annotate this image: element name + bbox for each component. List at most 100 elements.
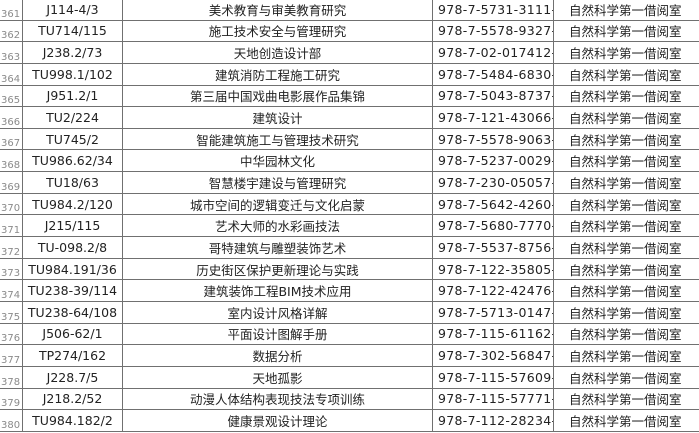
row-number[interactable]: 378 bbox=[0, 366, 22, 388]
cell-location[interactable]: 自然科学第一借阅室 bbox=[569, 67, 682, 83]
cell-call-number[interactable]: TP274/162 bbox=[22, 345, 123, 366]
cell-title[interactable]: 美术教育与审美教育研究 bbox=[123, 0, 433, 20]
cell-location[interactable]: 自然科学第一借阅室 bbox=[569, 262, 682, 278]
row-number[interactable]: 374 bbox=[0, 280, 22, 301]
cell-location[interactable]: 自然科学第一借阅室 bbox=[569, 219, 682, 235]
cell-call-number[interactable]: J506-62/1 bbox=[22, 323, 123, 345]
row-number[interactable]: 370 bbox=[0, 193, 22, 215]
row-number[interactable]: 373 bbox=[0, 258, 22, 280]
cell-call-number[interactable]: TU238-39/114 bbox=[22, 280, 123, 301]
cell-isbn[interactable]: 978-7-02-017412-6 bbox=[433, 42, 554, 63]
cell-isbn[interactable]: 978-7-230-05057-9 bbox=[433, 172, 554, 193]
cell-title[interactable]: 施工技术安全与管理研究 bbox=[123, 20, 433, 42]
cell-call-number[interactable]: J218.2/52 bbox=[22, 388, 123, 410]
cell-title[interactable]: 智慧楼宇建设与管理研究 bbox=[123, 172, 433, 193]
cell-title[interactable]: 中华园林文化 bbox=[123, 150, 433, 172]
cell-call-number[interactable]: TU984.2/120 bbox=[22, 193, 123, 215]
cell-call-number[interactable]: J215/115 bbox=[22, 215, 123, 237]
row-number[interactable]: 365 bbox=[0, 85, 22, 107]
cell-call-number[interactable]: J238.2/73 bbox=[22, 42, 123, 63]
cell-isbn[interactable]: 978-7-122-35805-9 bbox=[433, 258, 554, 280]
cell-isbn[interactable]: 978-7-5713-0147-7 bbox=[433, 301, 554, 323]
row-number[interactable]: 376 bbox=[0, 323, 22, 345]
cell-title[interactable]: 第三届中国戏曲电影展作品集锦 bbox=[123, 85, 433, 107]
cell-isbn[interactable]: 978-7-5578-9063-6 bbox=[433, 128, 554, 150]
cell-isbn[interactable]: 978-7-115-61162-8 bbox=[433, 323, 554, 345]
cell-isbn[interactable]: 978-7-5043-8737-0 bbox=[433, 85, 554, 107]
cell-call-number[interactable]: TU998.1/102 bbox=[22, 63, 123, 85]
cell-call-number[interactable]: TU745/2 bbox=[22, 128, 123, 150]
cell-call-number[interactable]: J951.2/1 bbox=[22, 85, 123, 107]
cell-title[interactable]: 平面设计图解手册 bbox=[123, 323, 433, 345]
cell-title[interactable]: 建筑消防工程施工研究 bbox=[123, 63, 433, 85]
cell-location[interactable]: 自然科学第一借阅室 bbox=[569, 132, 682, 148]
cell-call-number[interactable]: TU986.62/34 bbox=[22, 150, 123, 172]
cell-call-number[interactable]: TU18/63 bbox=[22, 172, 123, 193]
cell-location[interactable]: 自然科学第一借阅室 bbox=[569, 197, 682, 213]
row-number[interactable]: 362 bbox=[0, 20, 22, 42]
cell-location[interactable]: 自然科学第一借阅室 bbox=[569, 349, 682, 365]
cell-location[interactable]: 自然科学第一借阅室 bbox=[569, 2, 682, 18]
cell-title[interactable]: 建筑装饰工程BIM技术应用 bbox=[123, 280, 433, 301]
cell-isbn[interactable]: 978-7-302-56847-6 bbox=[433, 345, 554, 366]
row-number[interactable]: 379 bbox=[0, 388, 22, 410]
cell-title[interactable]: 艺术大师的水彩画技法 bbox=[123, 215, 433, 237]
row-number[interactable]: 366 bbox=[0, 107, 22, 128]
cell-location[interactable]: 自然科学第一借阅室 bbox=[569, 240, 682, 256]
cell-isbn[interactable]: 978-7-5680-7770-5 bbox=[433, 215, 554, 237]
cell-location[interactable]: 自然科学第一借阅室 bbox=[569, 175, 682, 191]
cell-call-number[interactable]: TU2/224 bbox=[22, 107, 123, 128]
cell-title[interactable]: 建筑设计 bbox=[123, 107, 433, 128]
cell-isbn[interactable]: 978-7-5578-9327-9 bbox=[433, 20, 554, 42]
cell-isbn[interactable]: 978-7-122-42476-1 bbox=[433, 280, 554, 301]
cell-call-number[interactable]: TU714/115 bbox=[22, 20, 123, 42]
cell-title[interactable]: 智能建筑施工与管理技术研究 bbox=[123, 128, 433, 150]
cell-location[interactable]: 自然科学第一借阅室 bbox=[569, 89, 682, 105]
cell-location[interactable]: 自然科学第一借阅室 bbox=[569, 24, 682, 40]
cell-title[interactable]: 天地孤影 bbox=[123, 366, 433, 388]
cell-title[interactable]: 天地创造设计部 bbox=[123, 42, 433, 63]
cell-title[interactable]: 城市空间的逻辑变迁与文化启蒙 bbox=[123, 193, 433, 215]
row-number[interactable]: 367 bbox=[0, 128, 22, 150]
cell-call-number[interactable]: J228.7/5 bbox=[22, 366, 123, 388]
cell-location[interactable]: 自然科学第一借阅室 bbox=[569, 370, 682, 386]
row-number[interactable]: 372 bbox=[0, 237, 22, 258]
cell-location[interactable]: 自然科学第一借阅室 bbox=[569, 284, 682, 300]
row-number[interactable]: 363 bbox=[0, 42, 22, 63]
cell-location[interactable]: 自然科学第一借阅室 bbox=[569, 413, 682, 429]
row-number[interactable]: 369 bbox=[0, 172, 22, 193]
cell-isbn[interactable]: 978-7-115-57609-5 bbox=[433, 366, 554, 388]
row-number[interactable]: 371 bbox=[0, 215, 22, 237]
cell-call-number[interactable]: TU238-64/108 bbox=[22, 301, 123, 323]
cell-location[interactable]: 自然科学第一借阅室 bbox=[569, 154, 682, 170]
cell-isbn[interactable]: 978-7-5484-6830-1 bbox=[433, 63, 554, 85]
cell-title[interactable]: 哥特建筑与雕塑装饰艺术 bbox=[123, 237, 433, 258]
cell-title[interactable]: 室内设计风格详解 bbox=[123, 301, 433, 323]
row-number[interactable]: 368 bbox=[0, 150, 22, 172]
cell-location[interactable]: 自然科学第一借阅室 bbox=[569, 111, 682, 127]
row-number[interactable]: 380 bbox=[0, 410, 22, 431]
cell-title[interactable]: 动漫人体结构表现技法专项训练 bbox=[123, 388, 433, 410]
cell-isbn[interactable]: 978-7-121-43066-4 bbox=[433, 107, 554, 128]
cell-isbn[interactable]: 978-7-5537-8756-5 bbox=[433, 237, 554, 258]
row-number[interactable]: 364 bbox=[0, 63, 22, 85]
row-number[interactable]: 377 bbox=[0, 345, 22, 366]
cell-isbn[interactable]: 978-7-115-57771-9 bbox=[433, 388, 554, 410]
row-number[interactable]: 375 bbox=[0, 301, 22, 323]
cell-location[interactable]: 自然科学第一借阅室 bbox=[569, 327, 682, 343]
cell-isbn[interactable]: 978-7-5642-4260-2 bbox=[433, 193, 554, 215]
cell-location[interactable]: 自然科学第一借阅室 bbox=[569, 392, 682, 408]
cell-isbn[interactable]: 978-7-5237-0029-7 bbox=[433, 150, 554, 172]
cell-call-number[interactable]: TU984.182/2 bbox=[22, 410, 123, 431]
cell-title[interactable]: 健康景观设计理论 bbox=[123, 410, 433, 431]
cell-location[interactable]: 自然科学第一借阅室 bbox=[569, 305, 682, 321]
cell-title[interactable]: 数据分析 bbox=[123, 345, 433, 366]
cell-location[interactable]: 自然科学第一借阅室 bbox=[569, 46, 682, 62]
row-number[interactable]: 361 bbox=[0, 0, 22, 20]
cell-call-number[interactable]: TU-098.2/8 bbox=[22, 237, 123, 258]
cell-isbn[interactable]: 978-7-112-28234-0 bbox=[433, 410, 554, 431]
cell-call-number[interactable]: TU984.191/36 bbox=[22, 258, 123, 280]
cell-call-number[interactable]: J114-4/3 bbox=[22, 0, 123, 20]
cell-isbn[interactable]: 978-7-5731-3111-9 bbox=[433, 0, 554, 20]
cell-title[interactable]: 历史街区保护更新理论与实践 bbox=[123, 258, 433, 280]
